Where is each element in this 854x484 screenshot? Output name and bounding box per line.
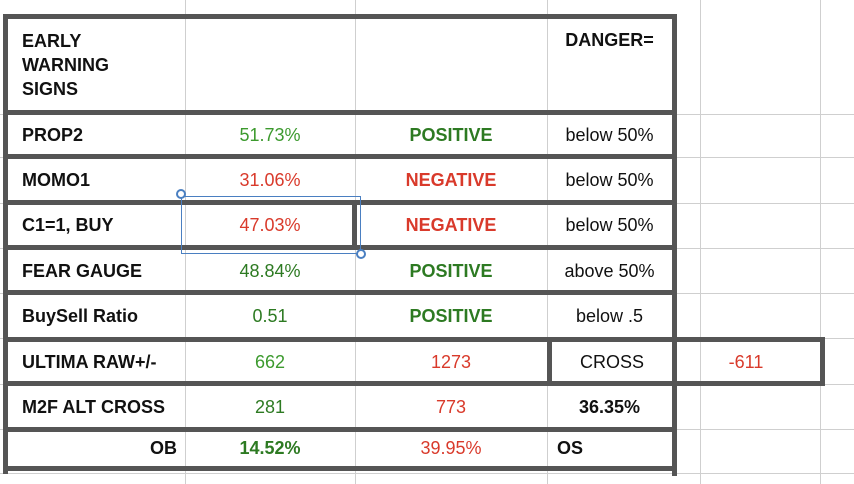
row-threshold-c1-buy[interactable]: below 50%	[547, 203, 672, 248]
cell-border	[352, 200, 357, 248]
row-value-momo1[interactable]: 31.06%	[185, 158, 355, 203]
row-label-prop2[interactable]: PROP2	[8, 114, 185, 157]
row-threshold-buysell-ratio[interactable]: below .5	[547, 294, 672, 338]
cross-value-text: -611	[728, 351, 764, 372]
header-title: EARLY WARNING SIGNS	[22, 31, 109, 99]
ultima-plus[interactable]: 662	[185, 342, 355, 382]
cross-label-text: CROSS	[579, 351, 644, 372]
row-value-text: 47.03%	[239, 215, 301, 235]
m2f-a[interactable]: 281	[185, 386, 355, 429]
row-value-text: 31.06%	[239, 170, 301, 190]
row-label-text: FEAR GAUGE	[22, 260, 143, 281]
danger-label-cell[interactable]: DANGER=	[547, 19, 672, 61]
row-label-text: PROP2	[22, 125, 84, 145]
row-border	[3, 290, 677, 295]
row-value-buysell-ratio[interactable]: 0.51	[185, 294, 355, 338]
row-value-text: 48.84%	[239, 260, 301, 281]
row-signal-text: NEGATIVE	[405, 215, 497, 235]
row-label-text: C1=1, BUY	[22, 215, 114, 235]
m2f-b[interactable]: 773	[355, 386, 547, 429]
row-threshold-momo1[interactable]: below 50%	[547, 158, 672, 203]
row-value-prop2[interactable]: 51.73%	[185, 114, 355, 157]
row-border	[3, 245, 677, 250]
m2f-label-text: M2F ALT CROSS	[22, 397, 165, 417]
row-signal-text: POSITIVE	[409, 260, 493, 281]
row-signal-text: NEGATIVE	[405, 170, 497, 190]
row-threshold-text: below 50%	[565, 170, 654, 190]
gridline	[185, 0, 186, 484]
cell-border	[547, 337, 552, 384]
row-label-momo1[interactable]: MOMO1	[8, 158, 185, 203]
os-pct-text: 39.95%	[420, 437, 482, 458]
row-value-text: 0.51	[252, 305, 288, 326]
m2f-pct-text: 36.35%	[578, 397, 641, 417]
ob-label[interactable]: OB	[8, 431, 185, 465]
gridline	[700, 0, 701, 484]
row-border	[3, 466, 677, 471]
row-border	[3, 154, 677, 159]
row-label-text: BuySell Ratio	[22, 305, 139, 326]
ob-pct[interactable]: 14.52%	[185, 431, 355, 465]
ultima-plus-text: 662	[254, 351, 286, 372]
row-signal-c1-buy[interactable]: NEGATIVE	[355, 203, 547, 248]
row-label-text: MOMO1	[22, 170, 91, 190]
ultima-minus-text: 1273	[430, 351, 472, 372]
danger-label: DANGER=	[565, 29, 654, 50]
row-border	[3, 427, 677, 432]
row-border	[3, 200, 677, 205]
cross-value[interactable]: -611	[672, 342, 820, 382]
cell-selection[interactable]	[181, 196, 361, 254]
m2f-a-text: 281	[254, 397, 286, 417]
table-border	[3, 14, 8, 474]
gridline	[0, 473, 854, 474]
row-label-buysell-ratio[interactable]: BuySell Ratio	[8, 294, 185, 338]
ob-pct-text: 14.52%	[239, 437, 301, 458]
row-label-c1-buy[interactable]: C1=1, BUY	[8, 203, 185, 248]
row-threshold-prop2[interactable]: below 50%	[547, 114, 672, 157]
row-signal-buysell-ratio[interactable]: POSITIVE	[355, 294, 547, 338]
row-border	[3, 337, 825, 342]
row-threshold-text: above 50%	[564, 260, 655, 281]
row-threshold-text: below 50%	[565, 215, 654, 235]
selection-handle-bottom-right[interactable]	[356, 249, 366, 259]
ultima-label-text: ULTIMA RAW+/-	[22, 351, 157, 372]
ultima-minus[interactable]: 1273	[355, 342, 547, 382]
selection-handle-top-left[interactable]	[176, 189, 186, 199]
row-threshold-fear-gauge[interactable]: above 50%	[547, 249, 672, 293]
gridline	[547, 0, 548, 484]
row-border	[3, 381, 825, 386]
os-pct[interactable]: 39.95%	[355, 431, 547, 465]
os-label-text: OS	[557, 437, 584, 458]
table-border	[3, 14, 677, 19]
row-signal-fear-gauge[interactable]: POSITIVE	[355, 249, 547, 293]
row-value-c1-buy[interactable]: 47.03%	[185, 203, 355, 248]
row-signal-text: POSITIVE	[409, 305, 493, 326]
row-value-text: 51.73%	[239, 125, 301, 145]
row-threshold-text: below 50%	[565, 125, 654, 145]
row-border	[3, 110, 677, 115]
row-value-fear-gauge[interactable]: 48.84%	[185, 249, 355, 293]
header-title-cell[interactable]: EARLY WARNING SIGNS	[8, 19, 185, 111]
m2f-label[interactable]: M2F ALT CROSS	[8, 386, 185, 429]
cross-label[interactable]: CROSS	[552, 342, 672, 382]
row-signal-prop2[interactable]: POSITIVE	[355, 114, 547, 157]
m2f-pct[interactable]: 36.35%	[547, 386, 672, 429]
ultima-label[interactable]: ULTIMA RAW+/-	[8, 342, 185, 382]
row-threshold-text: below .5	[575, 305, 644, 326]
row-signal-text: POSITIVE	[409, 125, 493, 145]
os-label[interactable]: OS	[547, 431, 672, 465]
ob-label-text: OB	[150, 437, 177, 458]
cell-border	[820, 337, 825, 384]
row-label-fear-gauge[interactable]: FEAR GAUGE	[8, 249, 185, 293]
m2f-b-text: 773	[435, 397, 467, 417]
row-signal-momo1[interactable]: NEGATIVE	[355, 158, 547, 203]
gridline	[820, 0, 821, 484]
